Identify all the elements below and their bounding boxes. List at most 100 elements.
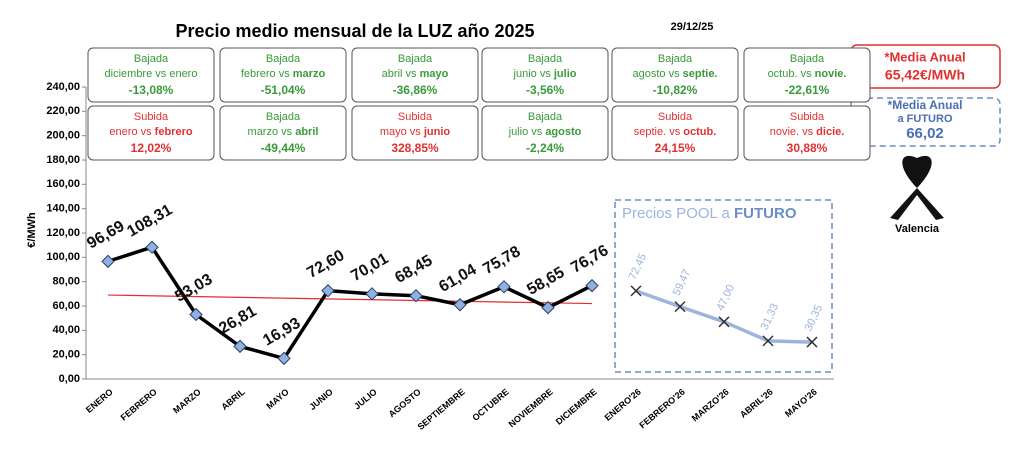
y-tick-label: 0,00 — [59, 373, 80, 385]
comparison-box — [743, 105, 871, 161]
data-label: 108,31 — [124, 201, 175, 240]
comparison-label: Bajada — [790, 53, 825, 65]
comparison-from: novie. vs — [770, 126, 816, 138]
comparison-from: mayo vs — [380, 126, 424, 138]
x-tick-label: ENERO — [84, 387, 115, 415]
annual-label: *Media Anual — [884, 49, 965, 64]
y-tick-label: 60,00 — [52, 300, 80, 312]
marker — [718, 316, 730, 328]
comparison-box — [219, 47, 347, 103]
data-label: 26,81 — [216, 303, 259, 338]
comparison-box — [481, 47, 609, 103]
comparison-value: -51,04% — [261, 83, 306, 97]
comparison-to: agosto — [545, 126, 581, 138]
data-label: 53,03 — [172, 271, 215, 306]
marker — [497, 280, 511, 294]
comparison-months: octub. vs novie. — [768, 68, 847, 80]
comparison-value: -22,61% — [785, 83, 830, 97]
comparison-box — [611, 47, 739, 103]
comparison-from: octub. vs — [768, 68, 815, 80]
future-label-bold: FUTURO — [734, 205, 797, 222]
data-label: 16,93 — [260, 315, 303, 350]
comparison-box — [351, 47, 479, 103]
comparison-from: abril vs — [382, 68, 420, 80]
comparison-from: enero vs — [109, 126, 154, 138]
x-tick-label: DICIEMBRE — [554, 387, 599, 427]
comparison-months: septie. vs octub. — [634, 126, 717, 138]
comparison-from: diciembre vs — [105, 68, 170, 80]
series-line — [107, 245, 593, 361]
comparison-box — [351, 105, 479, 161]
comparison-label: Subida — [658, 111, 693, 123]
x-tick-label: JULIO — [352, 387, 379, 412]
x-tick-label: MARZO'26 — [690, 387, 731, 424]
future-avg-label: *Media Anual — [888, 98, 963, 112]
comparison-months: marzo vs abril — [248, 126, 319, 138]
comparison-box — [87, 105, 215, 161]
y-tick-label: 80,00 — [52, 276, 80, 288]
comparison-months: junio vs julio — [513, 68, 577, 80]
data-label: 58,65 — [524, 264, 567, 299]
comparison-value: 30,88% — [787, 141, 828, 155]
comparison-months: febrero vs marzo — [241, 68, 326, 80]
data-label: 59,47 — [671, 268, 694, 298]
comparison-value: 12,02% — [131, 141, 172, 155]
comparison-from: septie. vs — [634, 126, 684, 138]
data-label: 68,45 — [392, 252, 435, 287]
marker — [409, 289, 423, 303]
y-axis-label: €/MWh — [26, 212, 38, 248]
marker — [365, 287, 379, 301]
comparison-to: junio — [423, 126, 451, 138]
comparison-to: octub. — [683, 126, 716, 138]
comparison-box — [481, 105, 609, 161]
comparison-label: Bajada — [134, 53, 169, 65]
ribbon — [890, 155, 944, 220]
x-tick-label: SEPTIEMBRE — [416, 387, 467, 432]
comparison-label: Bajada — [528, 111, 563, 123]
marker — [277, 351, 291, 366]
comparison-label: Bajada — [398, 53, 433, 65]
comparison-value: -36,86% — [393, 83, 438, 97]
marker — [321, 283, 335, 298]
comparison-months: abril vs mayo — [382, 68, 449, 80]
data-label: 72,45 — [627, 252, 650, 282]
x-tick-label: FEBRERO — [119, 387, 159, 423]
y-tick-label: 120,00 — [46, 227, 80, 239]
comparison-label: Subida — [398, 111, 433, 123]
x-tick-label: OCTUBRE — [470, 387, 511, 423]
comparison-label: Bajada — [266, 111, 301, 123]
chart-title: Precio medio mensual de la LUZ año 2025 — [175, 21, 534, 41]
comparison-to: marzo — [293, 68, 326, 80]
marker — [630, 285, 642, 297]
data-label: 30,35 — [803, 303, 826, 333]
comparison-to: mayo — [420, 68, 449, 80]
marker — [585, 278, 599, 293]
comparison-from: junio vs — [513, 68, 554, 80]
marker — [762, 335, 774, 347]
comparison-to: febrero — [155, 126, 193, 138]
comparison-label: Bajada — [528, 53, 563, 65]
comparison-box — [611, 105, 739, 161]
comparison-to: abril — [295, 126, 318, 138]
data-label: 76,76 — [568, 242, 611, 277]
x-tick-label: ABRIL — [219, 386, 247, 412]
future-label-text: Precios POOL a — [622, 205, 734, 222]
comparison-to: novie. — [815, 68, 847, 80]
comparison-value: -10,82% — [653, 83, 698, 97]
annual-value: 65,42€/MWh — [885, 67, 965, 83]
data-label: 47,00 — [715, 283, 738, 313]
data-label: 96,69 — [84, 218, 127, 253]
future-avg-value: 66,02 — [906, 125, 944, 142]
comparison-box — [87, 47, 215, 103]
comparison-value: -13,08% — [129, 83, 174, 97]
y-tick-label: 240,00 — [46, 81, 80, 93]
y-tick-label: 140,00 — [46, 203, 80, 215]
x-tick-label: MAYO'26 — [783, 387, 819, 419]
y-tick-label: 220,00 — [46, 105, 80, 117]
data-label: 75,78 — [480, 243, 523, 278]
marker — [189, 307, 203, 322]
comparison-from: marzo vs — [248, 126, 296, 138]
x-tick-label: FEBRERO'26 — [637, 387, 686, 431]
comparison-from: julio vs — [508, 126, 546, 138]
